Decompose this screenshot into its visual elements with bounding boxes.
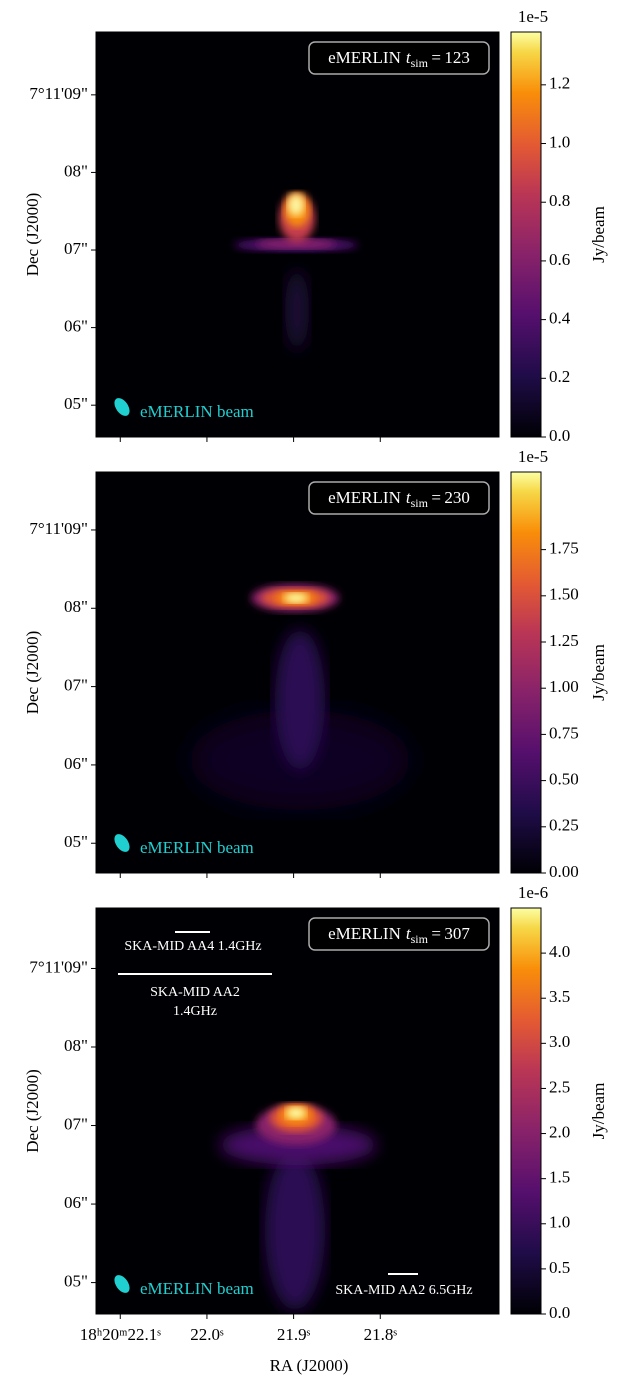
- annotation-symbol: t: [406, 488, 412, 507]
- annotation-label: eMERLIN: [328, 924, 401, 943]
- colorbar-offset: 1e-5: [518, 7, 548, 26]
- y-tick-label: 06": [64, 754, 88, 773]
- colorbar-tick-label: 0.8: [549, 191, 570, 210]
- colorbar-tick-label: 1.75: [549, 539, 579, 558]
- colorbar: [510, 907, 542, 1315]
- annotation-box: [308, 41, 490, 75]
- colorbar: [510, 31, 542, 438]
- y-tick-label: 05": [64, 1271, 88, 1290]
- colorbar-tick-label: 0.5: [549, 1258, 570, 1277]
- colorbar-tick-label: 0.75: [549, 723, 579, 742]
- colorbar-tick-label: 0.25: [549, 816, 579, 835]
- colorbar-tick-label: 1.2: [549, 74, 570, 93]
- scale-label: SKA-MID AA2 6.5GHz: [335, 1283, 472, 1298]
- colorbar-tick-label: 0.4: [549, 309, 571, 328]
- y-tick-label: 07": [64, 1114, 88, 1133]
- scale-label: 1.4GHz: [173, 1004, 217, 1019]
- beam: [114, 834, 130, 852]
- annotation: eMERLIN tsim = 230: [328, 488, 470, 510]
- y-tick-label: 7°11'09": [29, 957, 88, 976]
- image-panel-1: [96, 32, 499, 437]
- colorbar-label: Jy/beam: [589, 644, 608, 701]
- colorbar-tick-label: 3.5: [549, 987, 570, 1006]
- annotation: eMERLIN tsim = 307: [328, 924, 470, 946]
- colorbar-tick-label: 1.0: [549, 132, 570, 151]
- plot-frame: [95, 907, 500, 1315]
- colorbar-tick-label: 1.0: [549, 1213, 570, 1232]
- annotation-subscript: sim: [411, 932, 429, 946]
- colorbar-tick-label: 1.00: [549, 677, 579, 696]
- scale-label: SKA-MID AA2: [150, 985, 240, 1000]
- y-tick-label: 07": [64, 239, 88, 258]
- annotation-label: eMERLIN: [328, 48, 401, 67]
- plot-frame: [95, 31, 500, 438]
- x-tick-label: 18ʰ20ᵐ22.1ˢ: [80, 1325, 162, 1344]
- annotation-box: [308, 481, 490, 515]
- colorbar-tick-label: 0.50: [549, 770, 579, 789]
- y-tick-label: 08": [64, 1036, 88, 1055]
- colorbar-tick-label: 1.25: [549, 631, 579, 650]
- colorbar-offset: 1e-6: [518, 883, 548, 902]
- colorbar-tick-label: 3.0: [549, 1032, 570, 1051]
- annotation-equals: =: [428, 488, 444, 507]
- y-axis-label: Dec (J2000): [23, 1069, 42, 1153]
- x-axis-label: RA (J2000): [270, 1356, 349, 1375]
- scale-label: SKA-MID AA4 1.4GHz: [124, 939, 261, 954]
- annotation-value: 230: [444, 488, 470, 507]
- y-tick-label: 06": [64, 317, 88, 336]
- y-axis-label: Dec (J2000): [23, 193, 42, 277]
- beam-label: eMERLIN beam: [140, 402, 254, 421]
- colorbar-tick-label: 4.0: [549, 942, 570, 961]
- colorbar-label: Jy/beam: [589, 206, 608, 263]
- colorbar-tick-label: 2.0: [549, 1122, 570, 1141]
- plot-frame: [95, 471, 500, 874]
- y-tick-label: 7°11'09": [29, 84, 88, 103]
- y-axis-label: Dec (J2000): [23, 631, 42, 715]
- image-panel-3: SKA-MID AA4 1.4GHz SKA-MID AA2 1.4GHz SK…: [96, 908, 499, 1314]
- colorbar-tick-label: 0.0: [549, 426, 570, 445]
- annotation-symbol: t: [406, 924, 412, 943]
- annotation-value: 123: [444, 48, 470, 67]
- colorbar-tick-label: 0.2: [549, 367, 570, 386]
- x-tick-label: 21.9ˢ: [277, 1325, 311, 1344]
- annotation-equals: =: [428, 924, 444, 943]
- colorbar-tick-label: 0.0: [549, 1303, 570, 1322]
- colorbar-tick-label: 0.6: [549, 250, 570, 269]
- y-tick-label: 7°11'09": [29, 519, 88, 538]
- y-tick-label: 07": [64, 676, 88, 695]
- annotation-equals: =: [428, 48, 444, 67]
- x-tick-label: 22.0ˢ: [190, 1325, 224, 1344]
- colorbar-label: Jy/beam: [589, 1083, 608, 1140]
- annotation-subscript: sim: [411, 56, 429, 70]
- annotation-symbol: t: [406, 48, 412, 67]
- colorbar-tick-label: 1.50: [549, 585, 579, 604]
- colorbar-tick-label: 0.00: [549, 862, 579, 881]
- annotation-box: [308, 917, 490, 951]
- y-tick-label: 06": [64, 1193, 88, 1212]
- annotation-value: 307: [444, 924, 470, 943]
- colorbar-tick-label: 2.5: [549, 1077, 570, 1096]
- y-tick-label: 08": [64, 597, 88, 616]
- annotation-subscript: sim: [411, 496, 429, 510]
- beam-label: eMERLIN beam: [140, 838, 254, 857]
- annotation-label: eMERLIN: [328, 488, 401, 507]
- y-tick-label: 08": [64, 161, 88, 180]
- annotation: eMERLIN tsim = 123: [328, 48, 470, 70]
- beam: [114, 1275, 130, 1293]
- beam-label: eMERLIN beam: [140, 1279, 254, 1298]
- y-tick-label: 05": [64, 832, 88, 851]
- x-tick-label: 21.8ˢ: [364, 1325, 398, 1344]
- image-panel-2: [96, 472, 499, 873]
- y-tick-label: 05": [64, 394, 88, 413]
- colorbar: [510, 471, 542, 874]
- colorbar-offset: 1e-5: [518, 447, 548, 466]
- colorbar-tick-label: 1.5: [549, 1168, 570, 1187]
- beam: [114, 398, 130, 416]
